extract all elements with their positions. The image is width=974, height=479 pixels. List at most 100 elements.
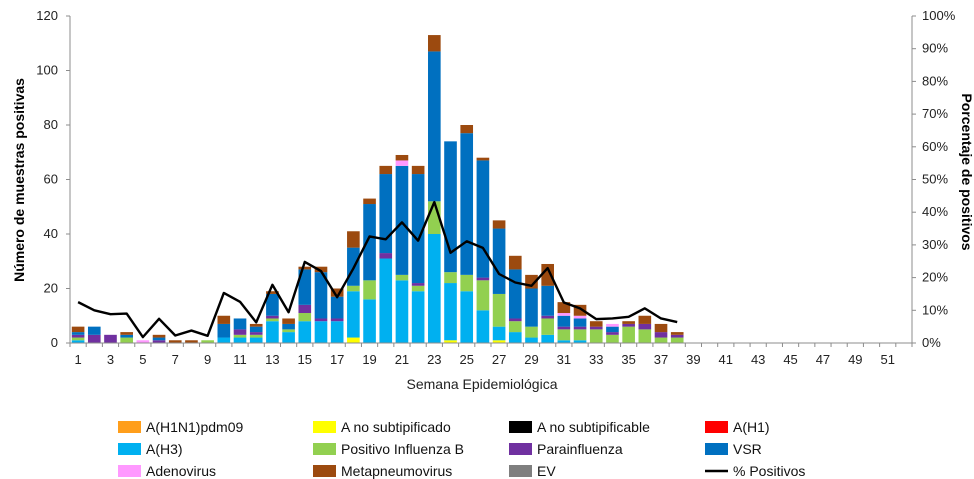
- bar-week-31-series-8: [557, 313, 571, 316]
- y-tick-label: 80: [44, 117, 58, 132]
- y2-tick-label: 10%: [922, 302, 948, 317]
- bar-week-11-series-6: [233, 329, 247, 335]
- x-tick-label: 41: [719, 352, 733, 367]
- bar-week-31-series-6: [557, 326, 571, 330]
- bar-week-14-series-7: [282, 323, 295, 330]
- bar-week-28-series-6: [508, 318, 522, 322]
- bar-week-20-series-4: [379, 258, 393, 343]
- bar-week-1-series-6: [71, 334, 85, 338]
- x-tick-label: 11: [233, 352, 247, 367]
- bar-week-36-series-5: [638, 329, 652, 344]
- y2-tick-label: 100%: [922, 8, 956, 23]
- x-tick-label: 9: [204, 352, 211, 367]
- bar-week-37-series-6: [654, 332, 668, 338]
- bar-week-4-series-7: [120, 334, 133, 338]
- bar-week-9-series-5: [201, 340, 214, 343]
- bar-week-16-series-9: [314, 266, 328, 273]
- legend-swatch-0: [118, 421, 141, 433]
- bar-week-2-series-7: [87, 326, 101, 335]
- axes-layer: [69, 16, 913, 344]
- bar-week-2-series-6: [87, 334, 101, 343]
- x-tick-label: 1: [74, 352, 81, 367]
- legend-label: A(H1): [733, 419, 770, 435]
- bar-week-31-series-7: [557, 315, 571, 327]
- legend-label: Positivo Influenza B: [341, 441, 464, 457]
- percent-positive-line: [77, 200, 678, 339]
- bar-week-37-series-5: [654, 337, 668, 343]
- x-tick-label: 29: [524, 352, 538, 367]
- bar-week-23-series-9: [428, 35, 441, 52]
- legend: A(H1N1)pdm09 A no subtipificado A no subti…: [118, 419, 805, 479]
- bar-week-27-series-5: [492, 293, 506, 327]
- y2-tick-label: 90%: [922, 41, 948, 56]
- bar-week-17-series-6: [330, 318, 344, 322]
- bar-week-28-series-4: [508, 332, 522, 343]
- bar-week-32-series-7: [573, 318, 587, 327]
- bar-week-22-series-4: [411, 291, 425, 343]
- bar-week-37-series-9: [654, 323, 668, 333]
- bar-week-30-series-4: [541, 334, 554, 343]
- x-tick-label: 23: [427, 352, 441, 367]
- bar-week-12-series-5: [249, 334, 263, 338]
- y-tick-label: 20: [44, 281, 58, 296]
- y-tick-label: 0: [51, 335, 58, 350]
- ticks-layer: 0 20 40 60 80 100 120 0% 10% 20% 30% 40% 50% 60% 70% 80…: [36, 8, 955, 367]
- bar-week-26-series-4: [476, 310, 490, 343]
- bar-week-22-series-6: [411, 283, 425, 286]
- x-tick-label: 31: [557, 352, 571, 367]
- bar-week-35-series-9: [622, 321, 635, 324]
- bar-week-25-series-9: [460, 125, 474, 134]
- bar-week-14-series-4: [282, 332, 295, 343]
- bar-week-22-series-9: [411, 165, 425, 175]
- bar-week-33-series-9: [589, 321, 603, 327]
- bar-week-33-series-5: [589, 329, 603, 344]
- bar-week-34-series-8: [606, 323, 619, 327]
- legend-label: A no subtipificable: [537, 419, 650, 435]
- bar-week-25-series-4: [460, 291, 474, 343]
- line-layer: [77, 200, 678, 339]
- bar-week-32-series-6: [573, 326, 587, 330]
- legend-label: Parainfluenza: [537, 441, 623, 457]
- bar-week-32-series-5: [573, 329, 587, 341]
- y2-tick-label: 0%: [922, 335, 941, 350]
- y-tick-label: 40: [44, 226, 58, 241]
- bar-week-14-series-5: [282, 329, 295, 333]
- bar-week-21-series-7: [395, 165, 409, 275]
- bar-week-15-series-7: [298, 269, 312, 305]
- x-tick-label: 35: [621, 352, 635, 367]
- bar-week-18-series-1: [347, 337, 360, 343]
- bar-week-18-series-9: [347, 231, 360, 248]
- bar-week-13-series-9: [266, 291, 279, 294]
- bar-week-1-series-9: [71, 326, 85, 333]
- bar-week-29-series-4: [525, 337, 538, 343]
- legend-label: VSR: [733, 441, 762, 457]
- bar-week-6-series-7: [152, 337, 166, 341]
- bar-week-26-series-9: [476, 157, 490, 161]
- bar-week-10-series-4: [217, 337, 231, 343]
- x-tick-label: 15: [298, 352, 312, 367]
- y2-axis-title: Porcentaje de positivos: [959, 93, 974, 250]
- x-tick-label: 49: [848, 352, 862, 367]
- bar-week-22-series-7: [411, 174, 425, 284]
- bar-week-16-series-7: [314, 272, 328, 319]
- bar-week-21-series-5: [395, 274, 409, 281]
- bar-week-31-series-4: [557, 340, 571, 343]
- bar-week-27-series-1: [492, 340, 506, 343]
- y2-tick-label: 80%: [922, 73, 948, 88]
- bar-week-17-series-7: [330, 296, 344, 319]
- x-tick-label: 3: [107, 352, 114, 367]
- bar-week-38-series-6: [670, 334, 684, 338]
- legend-swatch-9: [313, 465, 336, 477]
- bar-week-36-series-9: [638, 315, 652, 324]
- bar-week-4-series-5: [120, 337, 133, 343]
- bar-week-23-series-7: [428, 51, 441, 202]
- y2-tick-label: 70%: [922, 106, 948, 121]
- bar-week-22-series-5: [411, 285, 425, 292]
- bar-week-34-series-5: [606, 334, 619, 343]
- y-tick-label: 60: [44, 172, 58, 187]
- bar-week-29-series-5: [525, 326, 538, 338]
- y2-tick-label: 40%: [922, 204, 948, 219]
- bar-week-21-series-9: [395, 154, 409, 161]
- bar-week-21-series-8: [395, 160, 409, 166]
